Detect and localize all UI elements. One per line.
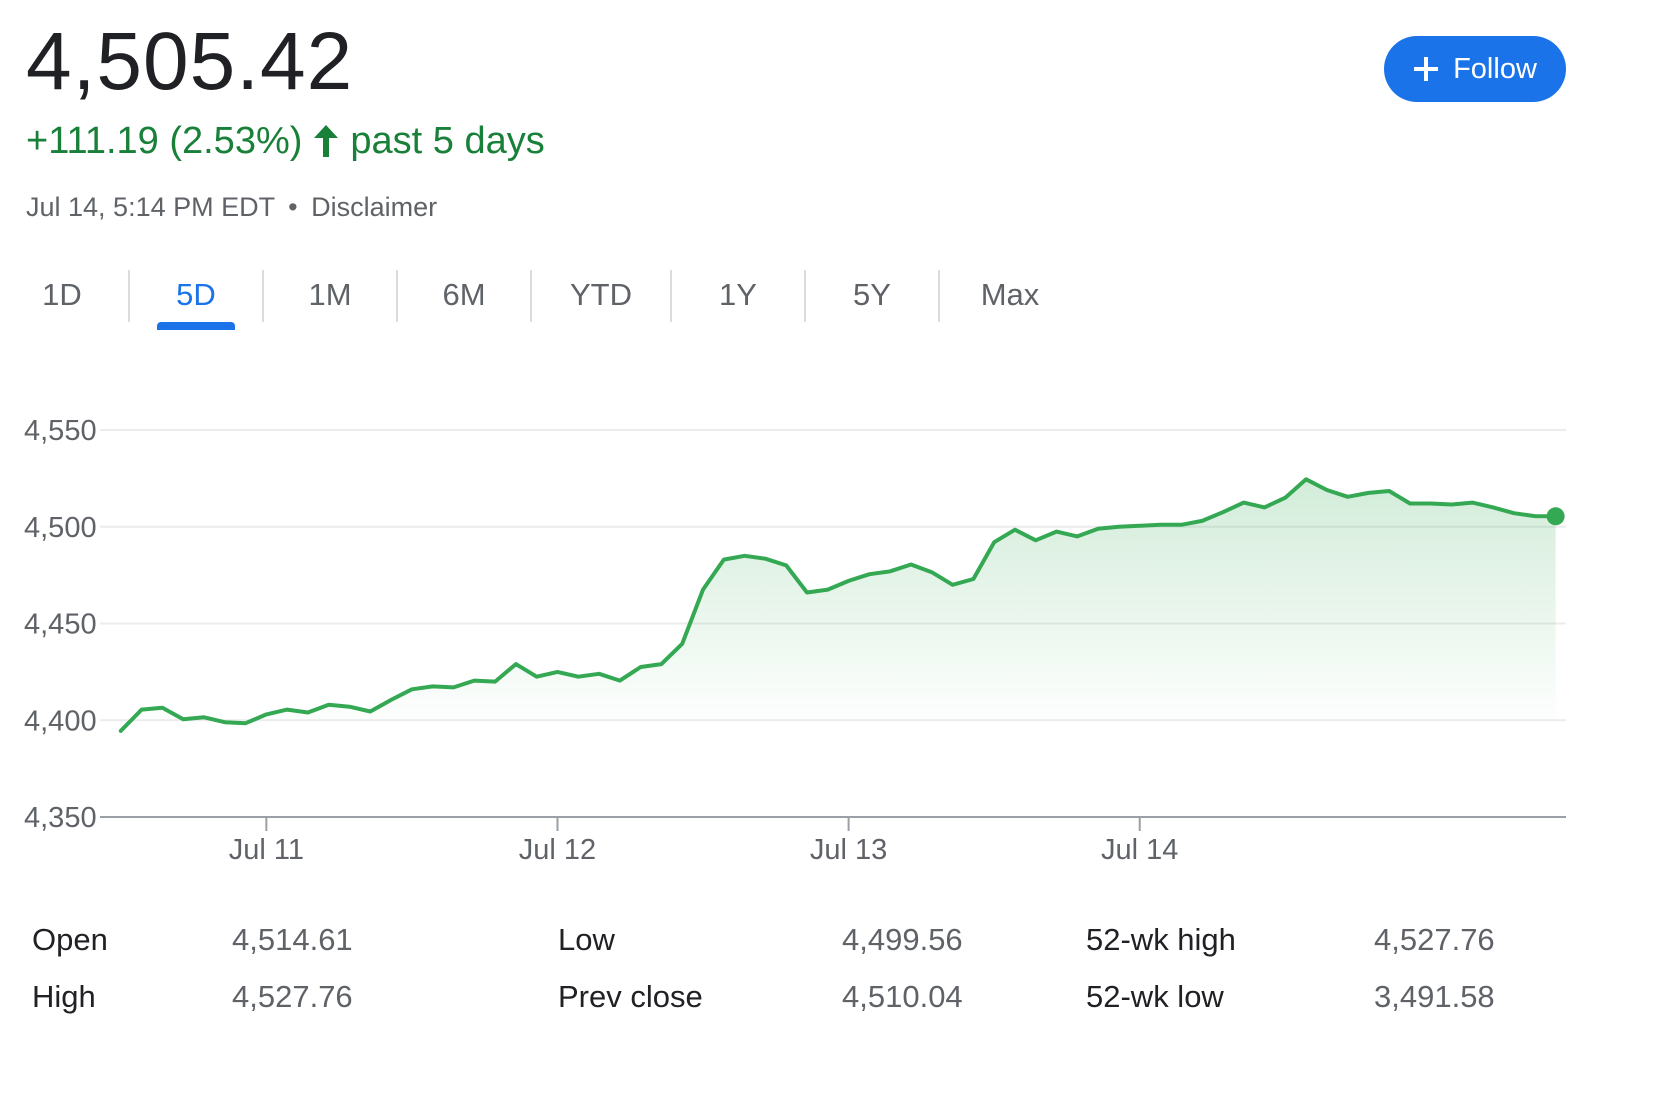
tab-6m[interactable]: 6M xyxy=(442,277,486,312)
tab-divider xyxy=(938,270,940,322)
stat-low-label: Low xyxy=(558,922,615,957)
stat-open-label: Open xyxy=(32,922,108,957)
quote-meta: Jul 14, 5:14 PM EDT • Disclaimer xyxy=(26,190,437,224)
plus-icon xyxy=(1413,56,1439,82)
stat-52wk-low-label: 52-wk low xyxy=(1086,979,1224,1014)
stat-open-value: 4,514.61 xyxy=(232,922,353,957)
price-change: +111.19 (2.53%) past 5 days xyxy=(26,118,545,164)
current-price: 4,505.42 xyxy=(26,16,354,107)
stat-prev-close-value: 4,510.04 xyxy=(842,979,963,1014)
price-chart[interactable]: 4,550 4,500 4,450 4,400 4,350 Jul 11 Jul 12 Jul… xyxy=(0,380,1658,880)
tab-ytd[interactable]: YTD xyxy=(570,277,632,312)
x-tick-label: Jul 12 xyxy=(519,834,596,866)
tab-divider xyxy=(530,270,532,322)
tab-max[interactable]: Max xyxy=(980,277,1040,312)
tab-divider xyxy=(804,270,806,322)
series-line xyxy=(118,477,1558,733)
tab-1d[interactable]: 1D xyxy=(42,277,82,312)
y-tick-label: 4,400 xyxy=(24,705,97,737)
stat-low-value: 4,499.56 xyxy=(842,922,963,957)
change-period: past 5 days xyxy=(350,120,545,162)
y-tick-label: 4,450 xyxy=(24,609,97,641)
stat-high-value: 4,527.76 xyxy=(232,979,353,1014)
stat-high-label: High xyxy=(32,979,96,1014)
stat-52wk-high-value: 4,527.76 xyxy=(1374,922,1495,957)
tab-divider xyxy=(128,270,130,322)
meta-separator: • xyxy=(288,192,298,222)
chart-axes: 4,550 4,500 4,450 4,400 4,350 Jul 11 Jul 12 Jul… xyxy=(24,415,1566,866)
tab-divider xyxy=(396,270,398,322)
last-value-marker xyxy=(1546,507,1565,526)
tab-1y[interactable]: 1Y xyxy=(719,277,757,312)
x-tick-label: Jul 13 xyxy=(810,834,887,866)
arrow-up-icon xyxy=(312,123,340,159)
follow-label: Follow xyxy=(1453,52,1537,85)
series-area xyxy=(120,479,1556,731)
chart-line-layer xyxy=(118,477,1565,733)
chart-area xyxy=(120,479,1556,731)
stat-52wk-low-value: 3,491.58 xyxy=(1374,979,1495,1014)
y-tick-label: 4,500 xyxy=(24,512,97,544)
x-tick-label: Jul 14 xyxy=(1101,834,1178,866)
follow-button[interactable]: Follow xyxy=(1384,36,1566,102)
tab-divider xyxy=(670,270,672,322)
y-tick-label: 4,350 xyxy=(24,802,97,834)
tab-5y[interactable]: 5Y xyxy=(853,277,891,312)
x-tick-label: Jul 11 xyxy=(229,834,304,866)
tab-1m[interactable]: 1M xyxy=(308,277,352,312)
key-stats: Open 4,514.61 High 4,527.76 Low 4,499.56… xyxy=(0,920,1658,1040)
stat-52wk-high-label: 52-wk high xyxy=(1086,922,1236,957)
quote-timestamp: Jul 14, 5:14 PM EDT xyxy=(26,192,275,222)
change-value: +111.19 (2.53%) xyxy=(26,120,303,162)
tab-divider xyxy=(262,270,264,322)
y-tick-label: 4,550 xyxy=(24,415,97,447)
disclaimer-link[interactable]: Disclaimer xyxy=(311,192,438,222)
tab-5d[interactable]: 5D xyxy=(156,268,236,330)
stat-prev-close-label: Prev close xyxy=(558,979,703,1014)
